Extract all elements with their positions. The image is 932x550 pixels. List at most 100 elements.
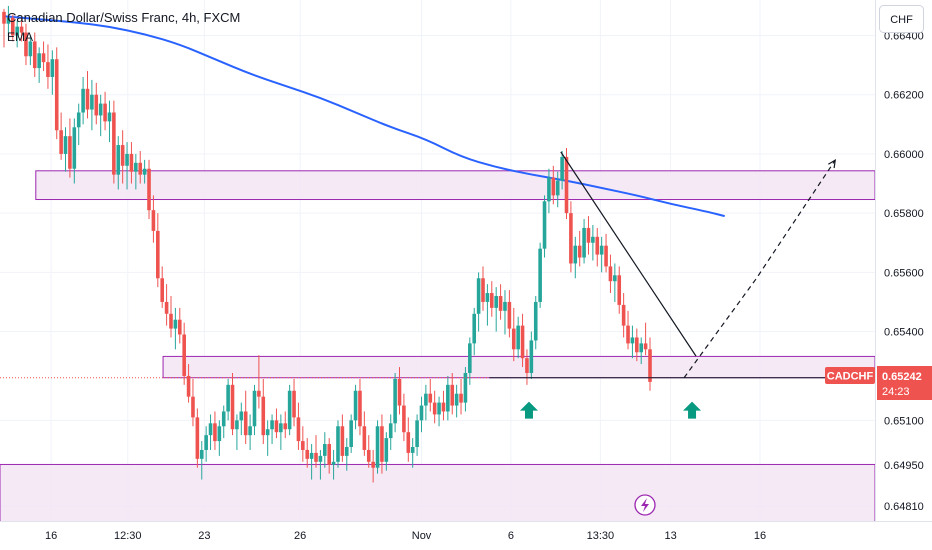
candle-body: [323, 444, 327, 456]
candle-body: [274, 420, 279, 433]
candle-body: [419, 405, 424, 421]
zone-rect: [0, 463, 876, 529]
candle-body: [226, 384, 230, 412]
candle-body: [613, 275, 617, 282]
candle-body: [393, 378, 397, 424]
candle-body: [617, 275, 622, 305]
y-tick-label: 0.66200: [884, 90, 924, 102]
candle-body: [15, 26, 19, 36]
candle-body: [199, 449, 204, 459]
candle-body: [441, 402, 446, 412]
projection-arrowhead: [828, 159, 836, 169]
candle-body: [125, 153, 129, 166]
x-tick-label: 23: [198, 530, 210, 542]
candle-body: [138, 162, 143, 175]
x-axis: 16 12:30 23 26 Nov 6 13:30 13 16: [45, 530, 766, 542]
candle-body: [604, 245, 608, 267]
candle-body: [169, 313, 173, 329]
up-arrow-icon: [519, 401, 538, 419]
candle-body: [54, 59, 59, 131]
currency-button[interactable]: CHF: [879, 5, 924, 33]
y-tick-label: 0.65400: [884, 327, 924, 339]
candle-body: [287, 390, 292, 430]
x-tick-label: 6: [508, 530, 514, 542]
candle-body: [292, 390, 296, 418]
candle-body: [476, 278, 481, 314]
candles: [2, 5, 652, 483]
candle-body: [533, 301, 538, 341]
candle-body: [72, 127, 77, 169]
candle-body: [564, 156, 569, 214]
candle-body: [50, 59, 55, 77]
candle-body: [151, 210, 156, 231]
candle-body: [327, 444, 331, 465]
candle-body: [147, 168, 151, 211]
ema-line: [3, 15, 725, 218]
candle-body: [112, 112, 116, 175]
last-price-tag: 0.65242 24:23: [877, 366, 932, 400]
candle-body: [428, 393, 433, 403]
candle-body: [362, 426, 367, 450]
candle-body: [520, 325, 525, 359]
candle-body: [98, 103, 103, 116]
zone-rect: [162, 355, 876, 379]
candle-body: [28, 41, 33, 57]
candle-body: [186, 375, 191, 397]
y-tick-label: 0.65800: [884, 208, 924, 220]
candle-body: [160, 278, 165, 302]
candle-body: [608, 266, 613, 282]
candle-body: [397, 378, 402, 406]
chart-title: Canadian Dollar/Swiss Franc, 4h, FXCM: [7, 10, 240, 25]
indicator-label[interactable]: EMA: [7, 30, 33, 44]
flash-icon[interactable]: [634, 494, 656, 516]
candle-body: [547, 177, 551, 202]
candle-body: [239, 411, 244, 421]
candle-body: [107, 112, 112, 122]
candle-body: [217, 426, 222, 442]
candle-body: [415, 420, 419, 447]
candle-body: [195, 417, 200, 459]
candle-body: [507, 301, 512, 329]
currency-label: CHF: [890, 14, 913, 26]
candle-body: [243, 411, 248, 436]
candle-body: [309, 452, 314, 459]
candle-body: [248, 426, 252, 436]
candle-body: [305, 449, 310, 459]
candle-body: [24, 32, 28, 57]
candle-body: [551, 177, 556, 196]
countdown: 24:23: [882, 386, 910, 398]
candle-body: [261, 396, 266, 436]
candle-body: [511, 328, 516, 350]
ema-path: [3, 15, 725, 218]
y-axis: 0.66400 0.66200 0.66000 0.65800 0.65600 0.654…: [884, 31, 924, 514]
candle-body: [463, 372, 468, 403]
candle-body: [191, 396, 195, 418]
candle-body: [164, 301, 169, 314]
candle-body: [529, 340, 534, 373]
drawings: [0, 151, 875, 419]
candle-body: [595, 236, 600, 255]
zone-rect: [35, 170, 876, 201]
candle-body: [41, 53, 46, 63]
candle-body: [388, 423, 393, 439]
candle-body: [371, 461, 375, 468]
symbol-tag: CADCHF: [825, 367, 875, 384]
candle-body: [173, 319, 178, 329]
y-tick-label: 0.65600: [884, 267, 924, 279]
candle-body: [349, 420, 353, 447]
up-arrow-shape: [683, 401, 702, 419]
candle-body: [182, 334, 186, 376]
candle-body: [336, 426, 340, 462]
candle-body: [569, 213, 573, 264]
candle-body: [2, 11, 6, 24]
x-tick-label: Nov: [412, 530, 432, 542]
y-tick-label: 0.65100: [884, 415, 924, 427]
y-tick-label: 0.66000: [884, 149, 924, 161]
candle-body: [516, 325, 520, 350]
candle-body: [213, 423, 217, 442]
candle-body: [142, 168, 147, 175]
candle-body: [468, 343, 472, 373]
y-tick-label: 0.64950: [884, 460, 924, 472]
x-tick-label: 13:30: [587, 530, 615, 542]
